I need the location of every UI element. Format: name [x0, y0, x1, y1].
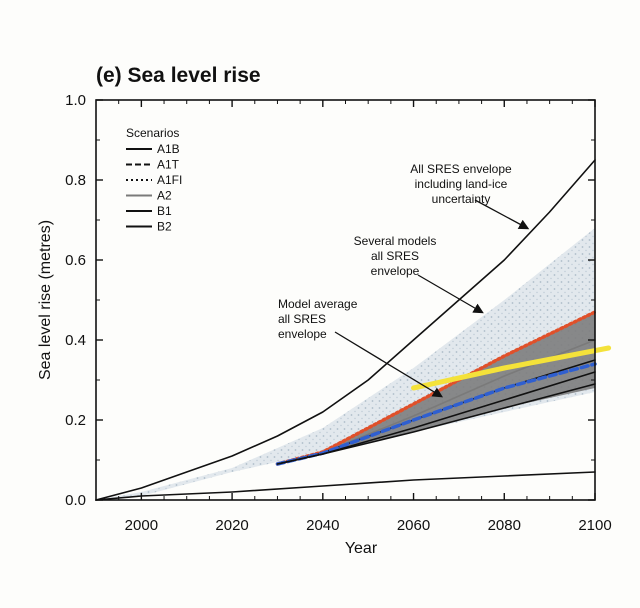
- x-axis-label: Year: [345, 540, 378, 557]
- annotation-line: Several models: [354, 234, 437, 248]
- annotation-line: envelope: [278, 327, 327, 341]
- axes: 2000 2020 2040 2060 2080 2100 0.0 0.2 0.4 0.6 0.8 1…: [65, 92, 612, 534]
- y-tick-label: 0.2: [65, 412, 86, 429]
- series-line-7: [276, 383, 596, 465]
- annotation-line: All SRES envelope: [410, 162, 512, 176]
- x-tick-label: 2060: [397, 517, 430, 534]
- x-tick-label: 2040: [306, 517, 339, 534]
- x-tick-label: 2100: [578, 517, 611, 534]
- legend-label-a1t: A1T: [157, 158, 180, 172]
- y-tick-label: 0.0: [65, 492, 86, 509]
- y-tick-label: 0.6: [65, 252, 86, 269]
- legend-label-a1fi: A1FI: [157, 173, 182, 187]
- annotation-arrow-several-models: [417, 274, 484, 314]
- annotation-all-sres: All SRES envelope including land-ice uncer…: [410, 162, 512, 206]
- legend-label-a2: A2: [157, 189, 172, 203]
- annotation-model-average: Model average all SRES envelope: [278, 297, 358, 341]
- plot-area: [95, 159, 612, 501]
- x-tick-label: 2020: [215, 517, 248, 534]
- legend-title: Scenarios: [126, 126, 179, 140]
- y-tick-label: 0.8: [65, 172, 86, 189]
- series-line-5: [275, 362, 597, 466]
- annotation-arrow-model-average: [334, 331, 444, 398]
- x-tick-label: 2000: [125, 517, 158, 534]
- x-tick-label: 2080: [488, 517, 521, 534]
- envelope-model-average: [277, 312, 595, 464]
- annotation-several-models: Several models all SRES envelope: [354, 234, 437, 278]
- legend-label-a1b: A1B: [157, 142, 180, 156]
- annotations: All SRES envelope including land-ice uncer…: [278, 162, 530, 398]
- legend-label-b1: B1: [157, 204, 172, 218]
- annotation-line: uncertainty: [432, 192, 491, 206]
- legend-label-b2: B2: [157, 220, 172, 234]
- chart-title: (e) Sea level rise: [96, 64, 261, 87]
- annotation-line: envelope: [371, 264, 420, 278]
- annotation-line: all SRES: [278, 312, 326, 326]
- annotation-line: all SRES: [371, 249, 419, 263]
- annotation-line: including land-ice: [415, 177, 508, 191]
- y-axis-label: Sea level rise (metres): [37, 220, 54, 380]
- series-line-8: [411, 345, 612, 391]
- annotation-line: Model average: [278, 297, 358, 311]
- y-tick-label: 0.4: [65, 332, 86, 349]
- series-line-0: [95, 159, 596, 501]
- annotation-arrow-all-sres: [474, 199, 530, 230]
- y-tick-label: 1.0: [65, 92, 86, 109]
